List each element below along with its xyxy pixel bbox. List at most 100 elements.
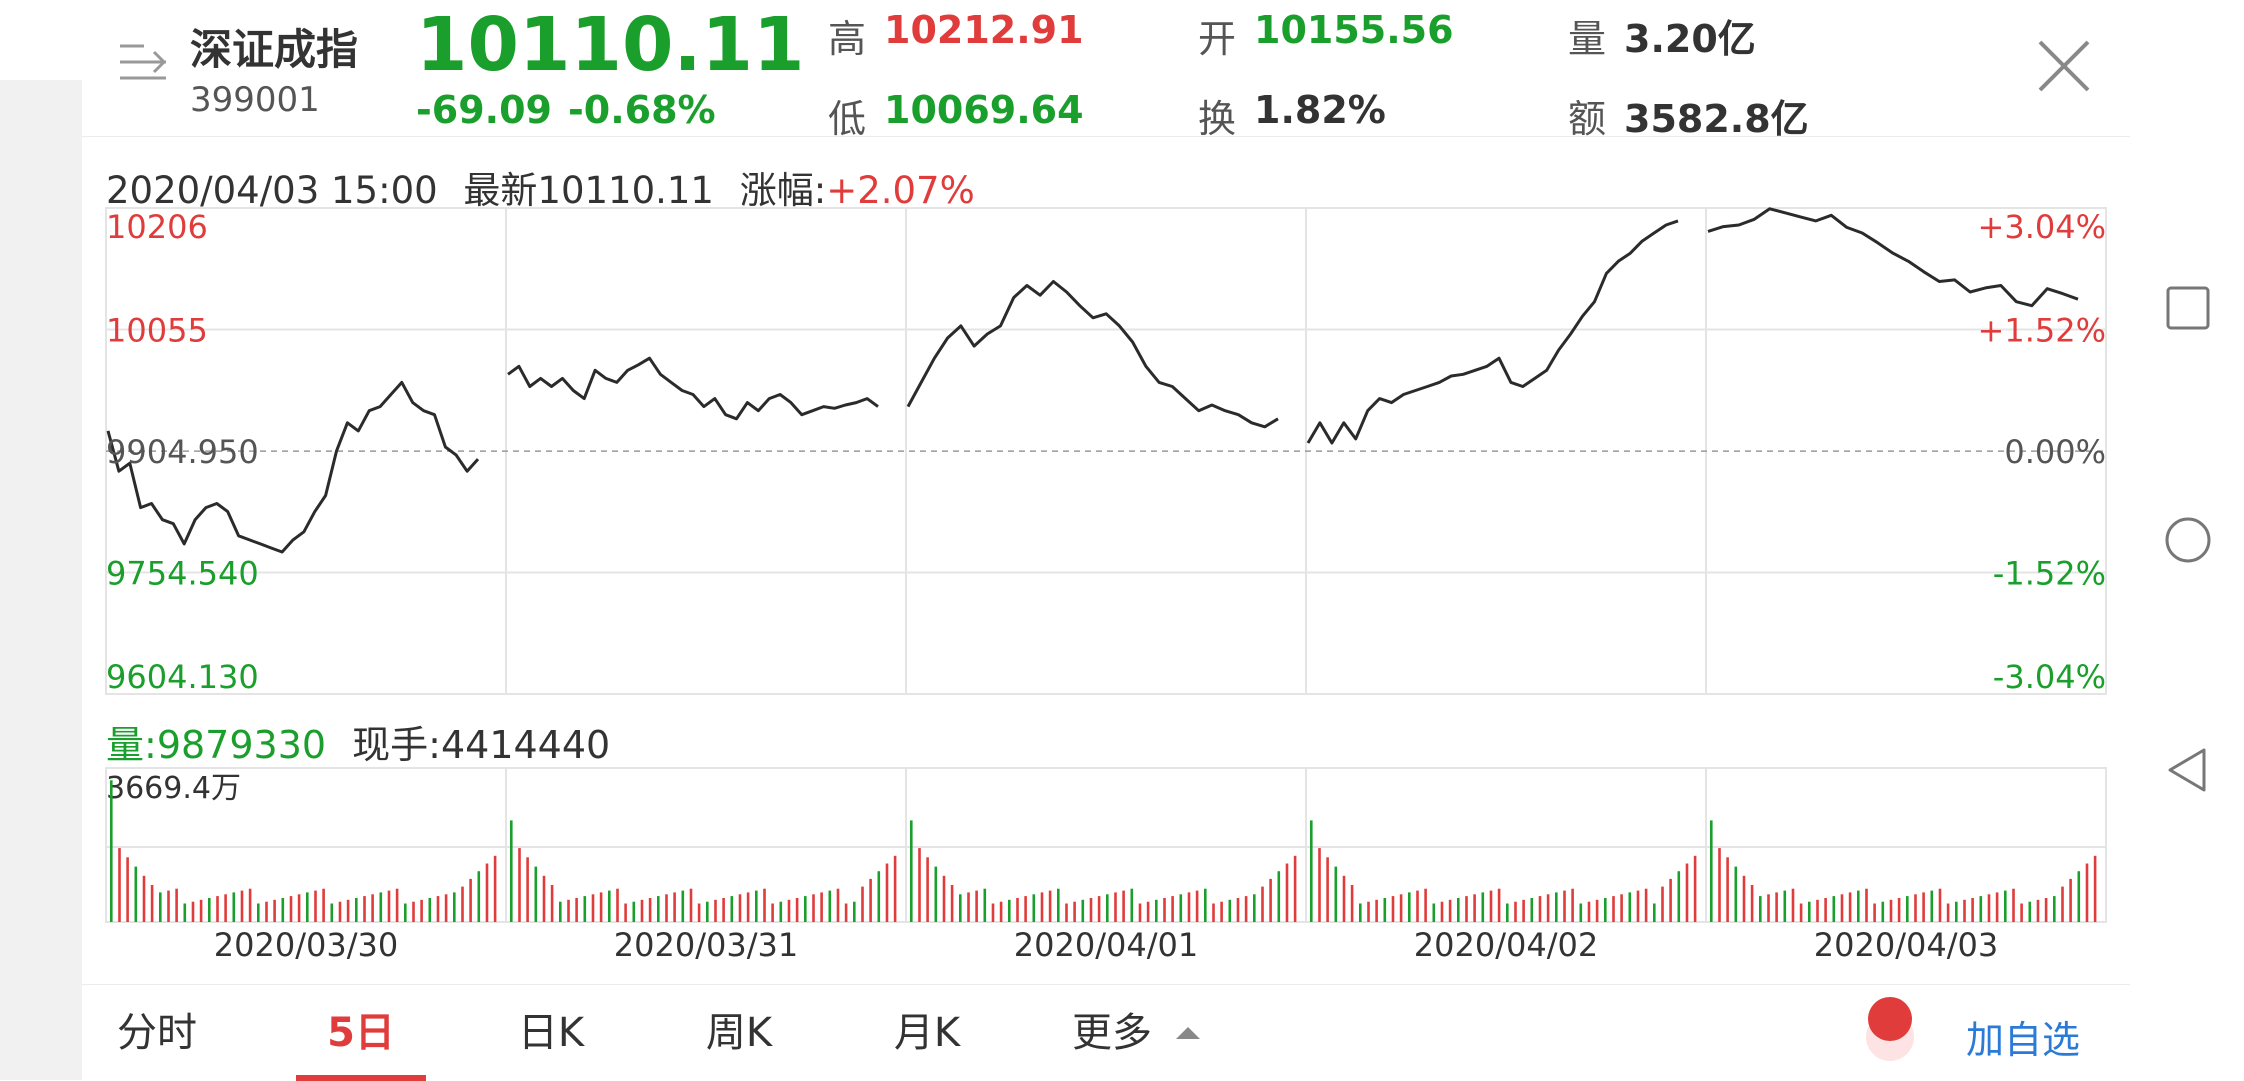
price-change-pct: -0.68% — [568, 88, 716, 132]
tab-daily-k[interactable]: 日K — [517, 1010, 585, 1056]
back-button[interactable] — [2164, 746, 2212, 794]
volume-bar — [1644, 888, 1648, 922]
volume-bar — [779, 901, 783, 922]
volume-bar — [1710, 820, 1713, 922]
open-value: 10155.56 — [1254, 8, 1454, 52]
volume-bar — [183, 903, 187, 922]
volume-bar — [1146, 901, 1150, 922]
recent-apps-button[interactable] — [2164, 284, 2212, 332]
change-label: 涨幅: — [739, 169, 827, 212]
volume-bar — [2069, 878, 2072, 922]
volume-bar — [2004, 890, 2007, 922]
menu-icon[interactable] — [118, 42, 168, 82]
add-watchlist-icon[interactable] — [1852, 993, 1922, 1073]
volume-bar — [1473, 894, 1476, 922]
volume-bar — [1040, 892, 1044, 922]
volume-bar — [608, 890, 611, 922]
volume-bar — [142, 875, 146, 922]
volume-bar — [477, 871, 481, 922]
tab-more[interactable]: 更多 — [1072, 1010, 1152, 1056]
caret-up-icon[interactable] — [1174, 1025, 1202, 1041]
volume-bar — [387, 890, 391, 922]
volume-bar — [208, 898, 211, 922]
volume-bar — [1399, 894, 1403, 922]
volume-bar — [657, 896, 660, 922]
volume-bar — [1073, 901, 1076, 922]
volume-bar — [379, 892, 383, 922]
volume-bar — [804, 896, 807, 922]
y-tick-label-right: 0.00% — [2004, 433, 2106, 471]
volume-bar — [975, 890, 978, 922]
volume-bar — [1057, 888, 1060, 922]
volume-info-line: 量:9879330 现手:4414440 — [106, 714, 610, 769]
volume-bar — [1897, 898, 1901, 922]
volume-bar — [1220, 901, 1223, 922]
y-tick-label-left: 10206 — [106, 208, 208, 246]
volume-bar — [550, 885, 554, 922]
volume-bar — [591, 894, 595, 922]
volume-bar — [836, 888, 840, 922]
volume-bar — [534, 866, 538, 922]
volume-bar — [559, 901, 562, 922]
volume-bar — [991, 903, 995, 922]
y-tick-label-left: 9754.540 — [106, 555, 259, 593]
hand-label: 现手: — [352, 723, 441, 767]
volume-bar — [1571, 888, 1574, 922]
volume-bar — [1881, 901, 1885, 922]
volume-bar — [722, 898, 725, 922]
volume-bar — [746, 892, 750, 922]
tab-5day[interactable]: 5日 — [296, 985, 426, 1081]
left-strip — [0, 80, 82, 1080]
volume-bar — [665, 894, 668, 922]
volume-bar — [853, 901, 856, 922]
volume-bar — [1261, 886, 1264, 922]
y-tick-label-right: +1.52% — [1978, 312, 2106, 350]
volume-bar — [1742, 875, 1746, 922]
volume-bar — [787, 899, 791, 922]
volume-bar — [1963, 899, 1966, 922]
volume-bar — [1930, 890, 1934, 922]
high-label: 高 — [828, 17, 867, 61]
five-day-chart[interactable]: 10206 +3.04% 10055 +1.52% 9904.950 0.00% 9754.… — [0, 0, 2244, 984]
volume-bar — [289, 896, 293, 922]
tab-fenshi[interactable]: 分时 — [117, 1010, 197, 1056]
volume-bar — [1171, 896, 1174, 922]
volume-bar — [1693, 855, 1697, 922]
volume-bar — [1750, 885, 1754, 922]
close-icon[interactable] — [2036, 38, 2092, 94]
volume-bar — [395, 888, 399, 922]
open-label: 开 — [1198, 17, 1237, 61]
volume-bar — [330, 903, 334, 922]
volume-bar — [1808, 901, 1811, 922]
change-value: +2.07% — [826, 169, 975, 212]
tab-monthly-k[interactable]: 月K — [893, 1010, 961, 1056]
volume-bar — [844, 903, 848, 922]
home-button[interactable] — [2164, 516, 2212, 564]
volume-bar — [224, 894, 227, 922]
chart-info-line: 2020/04/03 15:00 最新10110.11 涨幅:+2.07% — [106, 160, 975, 214]
y-tick-label-right: -1.52% — [1993, 555, 2106, 593]
volume-bar — [2012, 888, 2015, 922]
volume-bar — [1106, 894, 1109, 922]
volume-bar — [1579, 903, 1583, 922]
tab-weekly-k[interactable]: 周K — [705, 1010, 773, 1056]
volume-bar — [1465, 896, 1468, 922]
volume-bar — [738, 894, 742, 922]
volume-bar — [1293, 855, 1297, 922]
volume-bar — [1359, 903, 1362, 922]
volume-bar — [1685, 863, 1689, 922]
volume-bar — [2085, 863, 2089, 922]
volume-bar — [869, 878, 872, 922]
volume-bar — [1857, 890, 1860, 922]
volume-bar — [493, 855, 497, 922]
volume-bar — [2028, 901, 2032, 922]
volume-bar — [371, 894, 374, 922]
volume-bar — [918, 848, 921, 922]
volume-bar — [1032, 894, 1036, 922]
add-watchlist-button[interactable]: 加自选 — [1966, 1018, 2081, 1062]
volume-bar — [1506, 903, 1509, 922]
volume-bar — [2077, 871, 2081, 922]
price-line-day-2 — [507, 356, 879, 421]
volume-bar — [265, 901, 268, 922]
volume-bar — [167, 890, 170, 922]
